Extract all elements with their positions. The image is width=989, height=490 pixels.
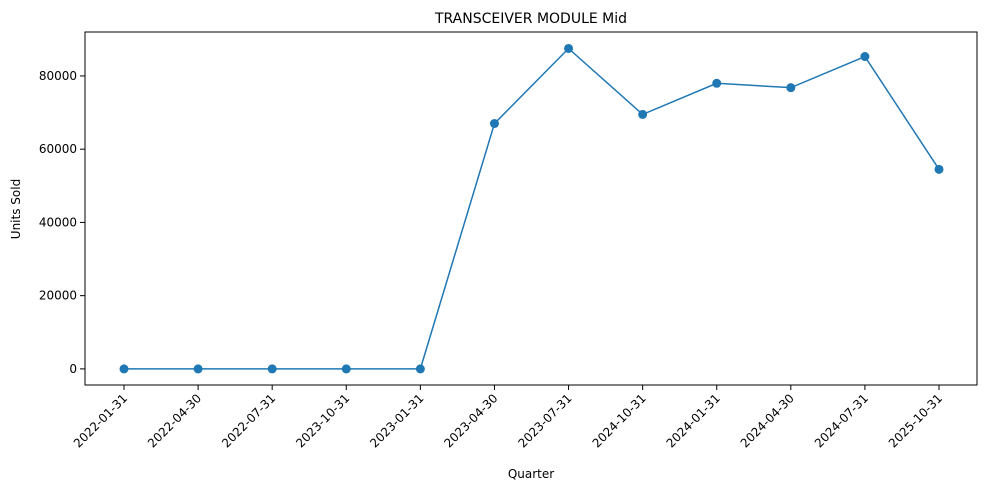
x-tick-label: 2023-01-31 [367,391,426,450]
y-tick-label: 60000 [39,142,77,156]
x-tick-label: 2022-07-31 [219,391,278,450]
x-tick-label: 2022-01-31 [71,391,130,450]
series-line [124,47,940,370]
x-tick-label: 2024-10-31 [590,391,649,450]
x-tick-label: 2024-07-31 [812,391,871,450]
series-layer [119,43,944,374]
x-tick-label: 2024-01-31 [664,391,723,450]
data-point [934,164,944,174]
data-point [267,364,277,374]
y-tick-label: 40000 [39,215,77,229]
x-axis-label: Quarter [508,467,554,481]
data-point [341,364,351,374]
data-point [415,364,425,374]
x-tick-label: 2023-07-31 [515,391,574,450]
x-tick-label: 2025-10-31 [886,391,945,450]
data-point [712,78,722,88]
data-point [860,52,870,62]
chart-title: TRANSCEIVER MODULE Mid [434,11,627,27]
y-tick-label: 0 [69,362,77,376]
y-tick-label: 80000 [39,69,77,83]
y-tick-label: 20000 [39,289,77,303]
x-tick-label: 2024-04-30 [738,391,797,450]
data-point [489,119,499,129]
x-tick-label: 2022-04-30 [145,391,204,450]
data-point [193,364,203,374]
plot-frame [84,31,978,386]
data-point [638,109,648,119]
y-axis-label: Units Sold [9,179,23,239]
data-point [119,364,129,374]
x-tick-label: 2023-10-31 [293,391,352,450]
data-point [564,43,574,53]
data-point [786,83,796,93]
x-tick-label: 2023-04-30 [441,391,500,450]
